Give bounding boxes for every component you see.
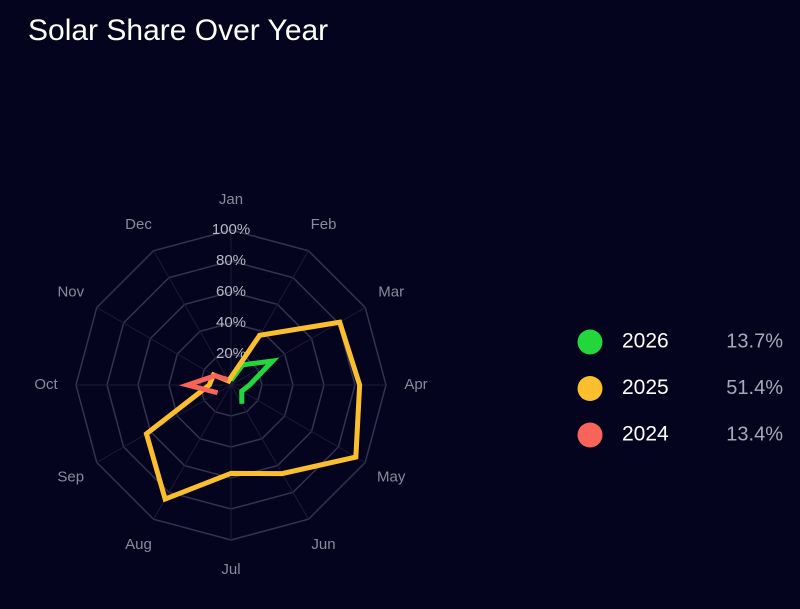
- spoke: [153, 250, 232, 386]
- legend-share: 13.7%: [726, 330, 783, 352]
- category-label: Aug: [125, 536, 152, 553]
- r-tick-label: 80%: [216, 252, 246, 269]
- category-label: Sep: [57, 468, 84, 485]
- category-label: Mar: [378, 283, 404, 300]
- category-label: Dec: [125, 216, 152, 233]
- r-tick-label: 100%: [212, 221, 250, 238]
- spoke: [230, 384, 366, 463]
- series-line: [178, 373, 229, 396]
- chart-title: Solar Share Over Year: [28, 14, 328, 47]
- category-label: May: [377, 468, 406, 485]
- spoke: [230, 384, 309, 520]
- spoke: [96, 384, 232, 463]
- category-label: Jan: [219, 191, 243, 208]
- category-label: Apr: [404, 376, 427, 393]
- category-label: Nov: [57, 283, 84, 300]
- legend-swatch: [577, 376, 603, 401]
- category-label: Feb: [311, 216, 337, 233]
- legend-label: 2026: [622, 330, 669, 353]
- category-label: Jun: [311, 536, 335, 553]
- category-label: Oct: [34, 376, 58, 393]
- legend-label: 2024: [622, 423, 669, 446]
- legend-label: 2025: [622, 376, 669, 399]
- r-tick-label: 60%: [216, 283, 246, 300]
- r-tick-label: 20%: [216, 345, 246, 362]
- category-label: Jul: [221, 561, 240, 578]
- spoke: [96, 307, 232, 386]
- spoke: [230, 307, 366, 386]
- legend-swatch: [577, 422, 603, 448]
- legend-share: 51.4%: [726, 377, 783, 399]
- legend-swatch: [577, 329, 603, 355]
- legend-share: 13.4%: [726, 423, 783, 445]
- r-tick-label: 40%: [216, 314, 246, 331]
